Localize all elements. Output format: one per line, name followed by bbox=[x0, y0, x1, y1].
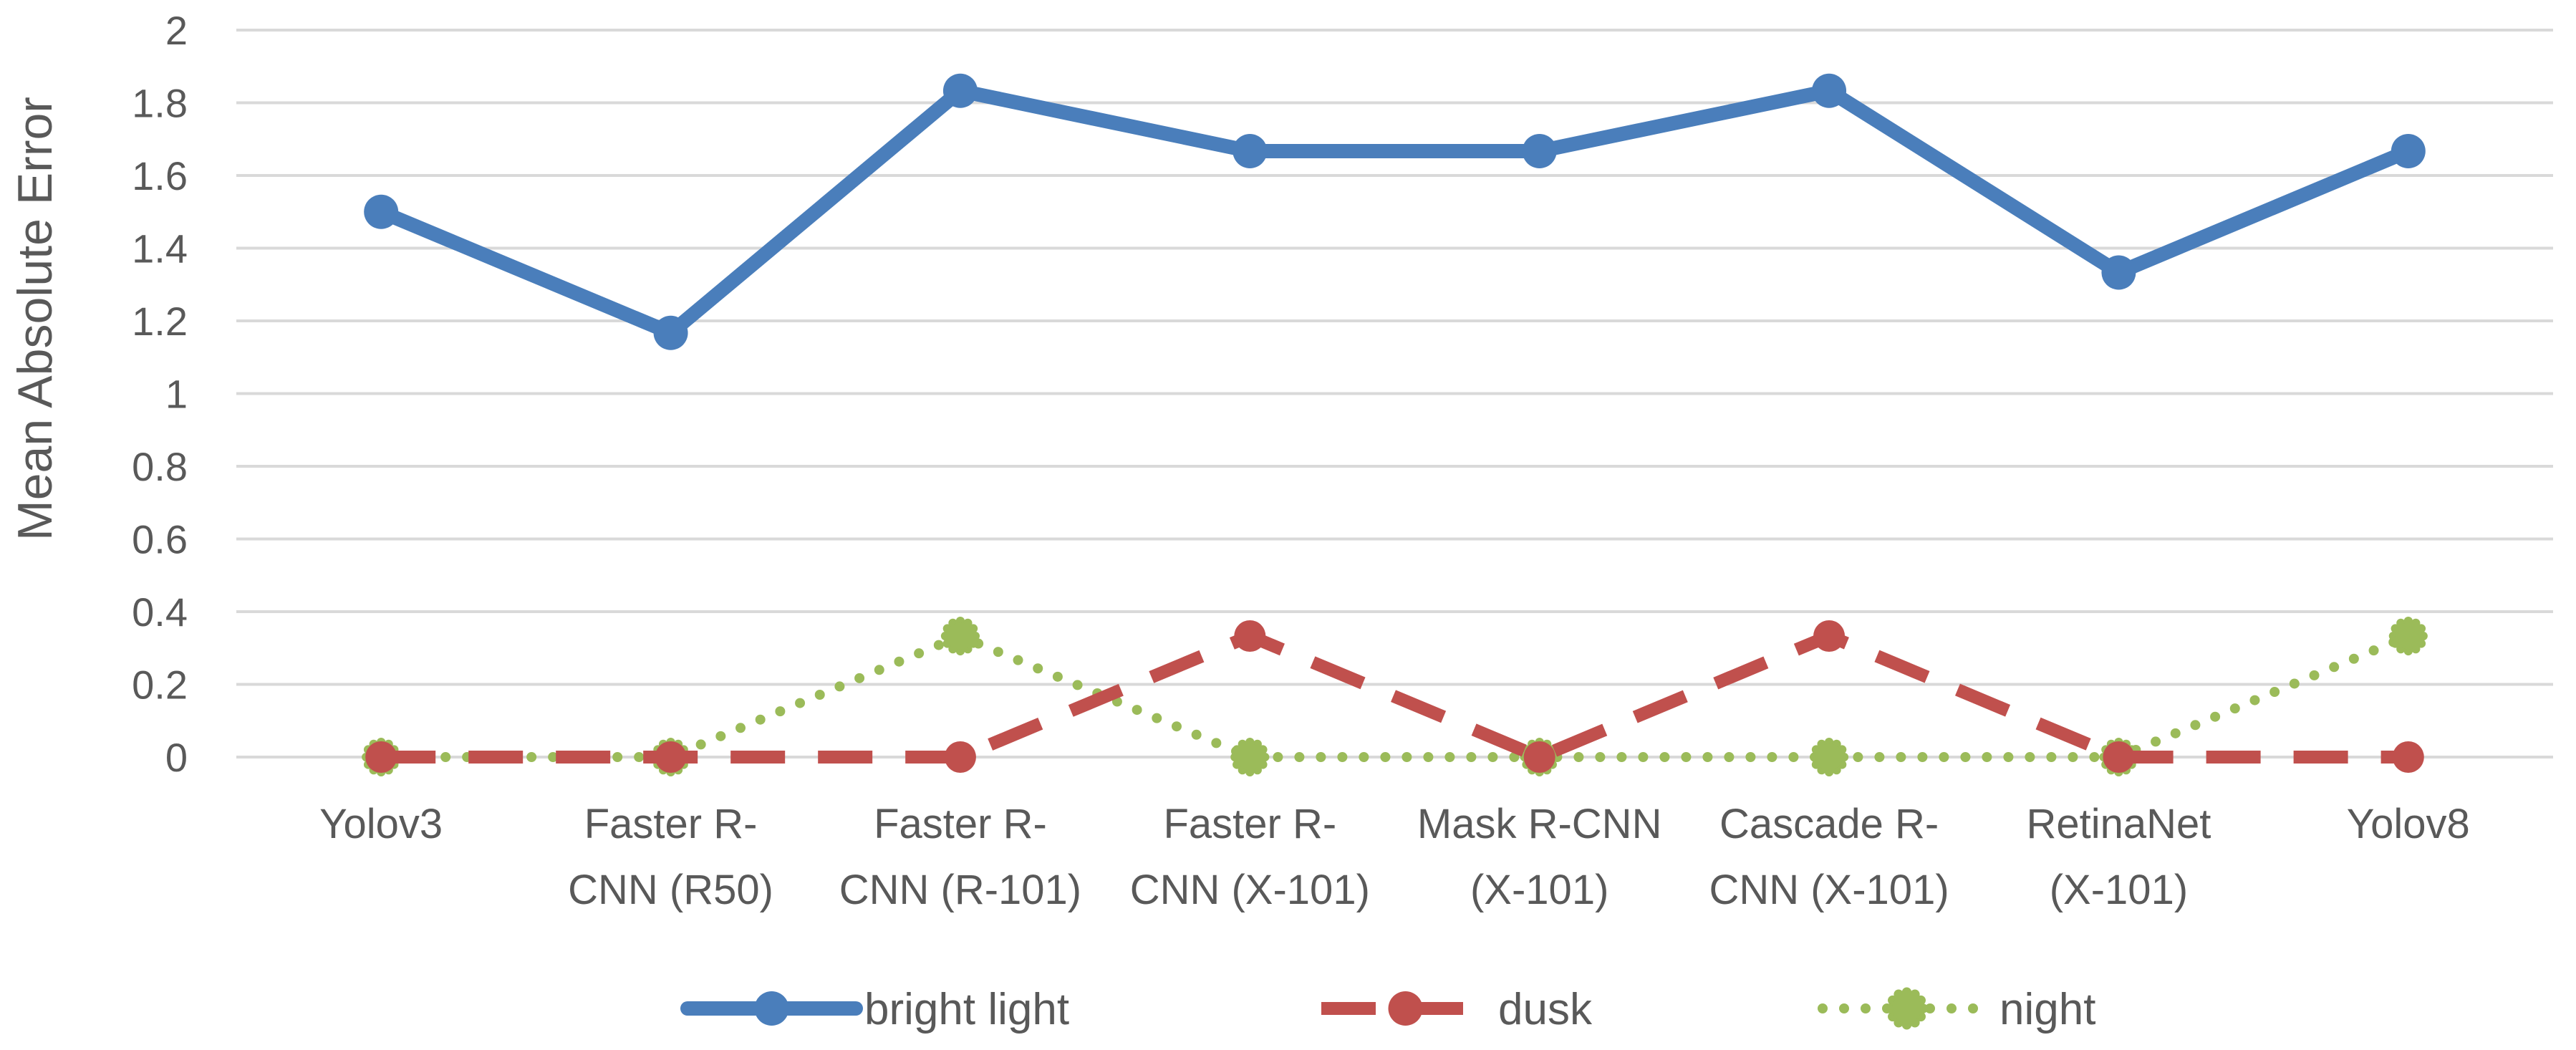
series-layer bbox=[362, 73, 2428, 777]
series-dusk bbox=[365, 620, 2424, 773]
y-tick-label: 0.2 bbox=[132, 663, 188, 708]
series-bright-light bbox=[364, 73, 2426, 350]
x-category-label: Faster R- bbox=[874, 801, 1047, 847]
series-line-dusk bbox=[381, 630, 2408, 764]
legend: bright light dusk night bbox=[680, 985, 2095, 1034]
data-point-bright-light bbox=[364, 194, 399, 229]
y-axis-title: Mean Absolute Error bbox=[8, 97, 62, 541]
series-line-bright-light bbox=[374, 83, 2416, 340]
legend-label-bright-light: bright light bbox=[864, 985, 1069, 1034]
data-point-bright-light bbox=[942, 73, 978, 108]
legend-marker-bright-light bbox=[754, 991, 789, 1026]
y-tick-label: 2 bbox=[165, 8, 188, 53]
x-category-label: Faster R- bbox=[584, 801, 758, 847]
y-tick-label: 0.6 bbox=[132, 517, 188, 562]
legend-item-bright-light: bright light bbox=[680, 985, 1069, 1034]
legend-item-night: night bbox=[1818, 985, 2095, 1034]
series-line-night bbox=[376, 631, 2413, 762]
data-point-bright-light bbox=[1232, 133, 1268, 168]
y-tick-label: 1.8 bbox=[132, 81, 188, 126]
data-point-bright-light bbox=[1812, 73, 1847, 108]
x-category-label: CNN (R50) bbox=[568, 867, 773, 913]
data-point-bright-light bbox=[1522, 133, 1557, 168]
y-tick-label: 1.2 bbox=[132, 299, 188, 344]
legend-item-dusk: dusk bbox=[1321, 985, 1593, 1034]
y-tick-label: 1.6 bbox=[132, 153, 188, 198]
x-category-label: CNN (R-101) bbox=[839, 867, 1081, 913]
y-tick-label: 1 bbox=[165, 372, 188, 417]
x-category-label: Yolov8 bbox=[2347, 801, 2470, 847]
y-tick-label: 1.4 bbox=[132, 226, 188, 271]
x-category-label: Mask R-CNN bbox=[1417, 801, 1662, 847]
data-point-dusk bbox=[1523, 741, 1555, 773]
gridlines bbox=[236, 29, 2553, 758]
y-tick-label: 0 bbox=[165, 735, 188, 780]
x-category-label: CNN (X-101) bbox=[1709, 867, 1949, 913]
data-point-dusk bbox=[1234, 620, 1266, 652]
data-point-night bbox=[1810, 737, 1849, 777]
x-category-label: (X-101) bbox=[1470, 867, 1608, 913]
data-point-night bbox=[1230, 737, 1270, 777]
x-category-label: (X-101) bbox=[2050, 867, 2188, 913]
data-point-dusk bbox=[1813, 620, 1846, 652]
y-axis-tick-labels: 0 0.2 0.4 0.6 0.8 1 1.2 1.4 1.6 1.8 2 bbox=[132, 8, 188, 780]
y-tick-label: 0.4 bbox=[132, 589, 188, 635]
y-tick-label: 0.8 bbox=[132, 444, 188, 489]
data-point-dusk bbox=[2392, 741, 2424, 773]
data-point-night bbox=[940, 616, 980, 656]
data-point-dusk bbox=[655, 741, 687, 773]
data-point-dusk bbox=[365, 741, 397, 773]
data-point-bright-light bbox=[653, 315, 688, 350]
legend-marker-dusk bbox=[1388, 991, 1423, 1026]
x-category-label: CNN (X-101) bbox=[1130, 867, 1370, 913]
data-point-bright-light bbox=[2391, 133, 2426, 168]
data-point-night bbox=[2388, 616, 2428, 656]
data-point-dusk bbox=[2103, 741, 2135, 773]
data-point-dusk bbox=[944, 741, 976, 773]
legend-marker-night bbox=[1885, 987, 1929, 1030]
data-point-bright-light bbox=[2101, 255, 2136, 290]
x-axis-category-labels: Yolov3 Faster R- CNN (R50) Faster R- CNN (R-… bbox=[319, 801, 2470, 913]
x-category-label: Yolov3 bbox=[319, 801, 443, 847]
x-category-label: Faster R- bbox=[1163, 801, 1336, 847]
x-category-label: Cascade R- bbox=[1719, 801, 1939, 847]
x-category-label: RetinaNet bbox=[2026, 801, 2211, 847]
legend-label-dusk: dusk bbox=[1498, 985, 1593, 1034]
legend-label-night: night bbox=[1999, 985, 2095, 1034]
